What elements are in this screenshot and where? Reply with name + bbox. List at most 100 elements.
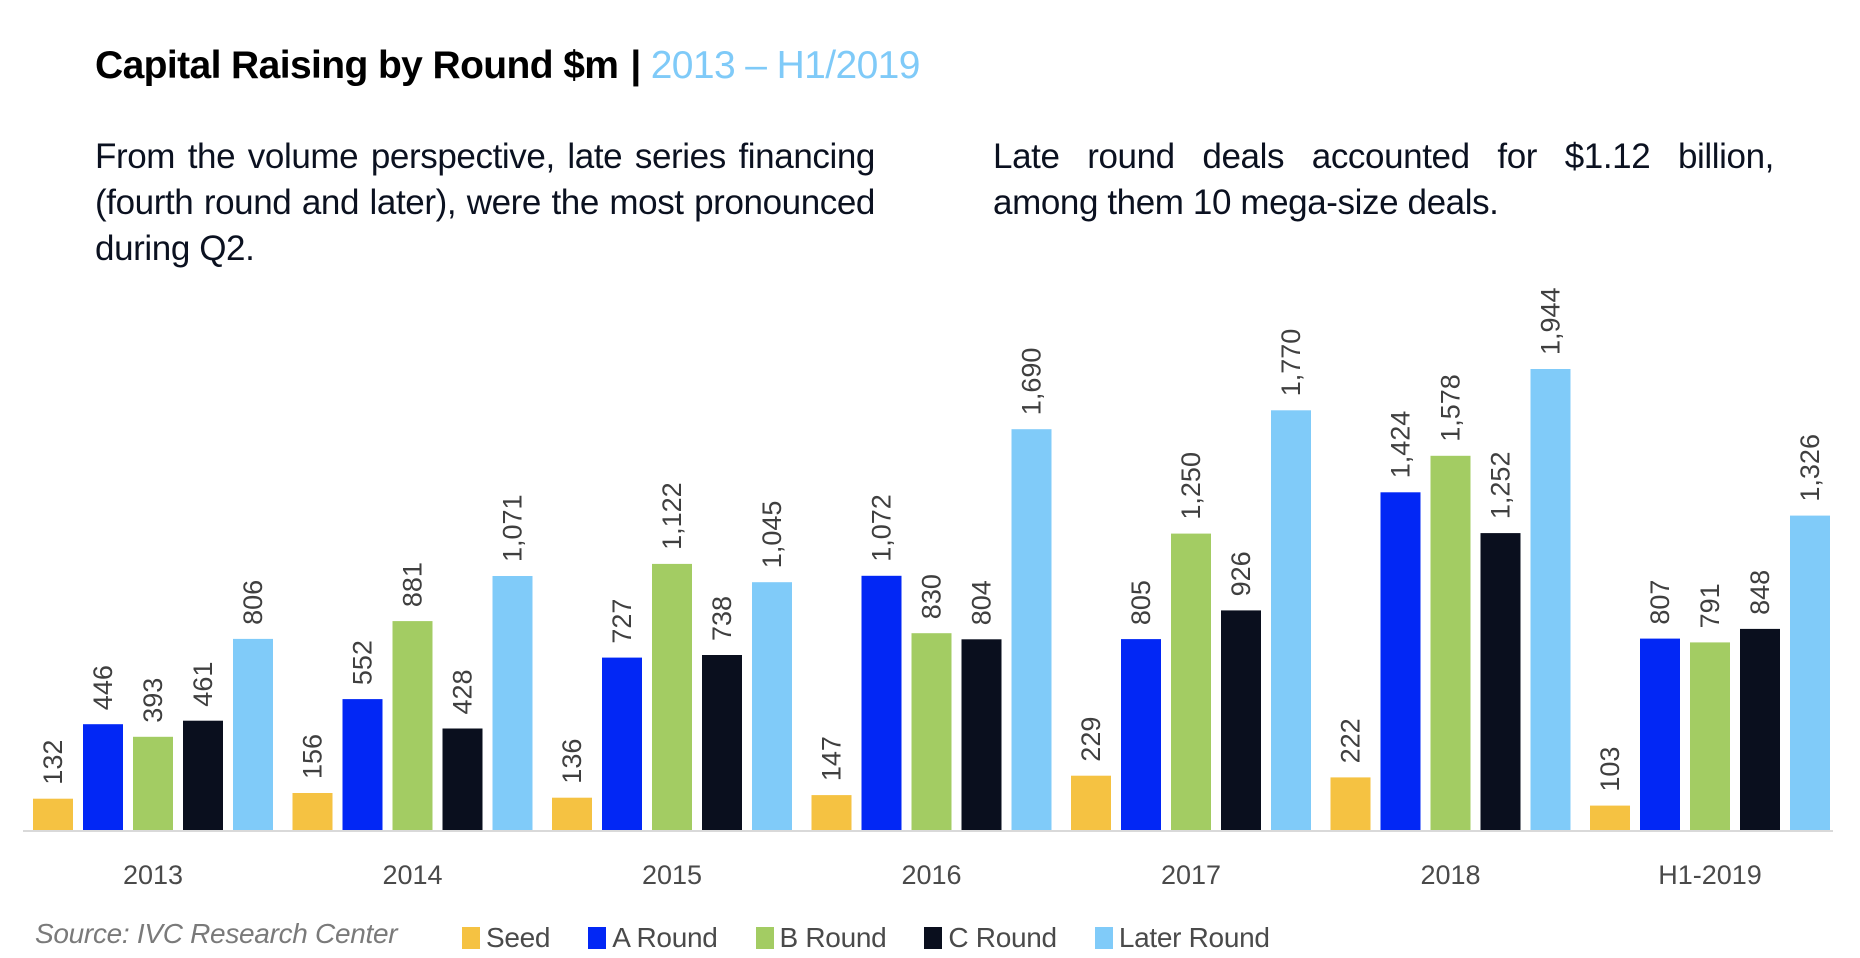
commentary-right: Late round deals accounted for $1.12 bil… — [993, 137, 1774, 222]
data-label-seed-2015: 136 — [557, 739, 587, 784]
legend-item-later-round: Later Round — [1094, 922, 1270, 954]
bar-c-round-2014 — [442, 728, 483, 830]
data-label-b-round-2015: 1,122 — [657, 482, 687, 550]
x-axis-labels: 2013 2014 2015 2016 2017 2018 H1-2019 — [123, 860, 1762, 890]
data-label-b-round-2016: 830 — [917, 574, 947, 619]
bar-b-round-2017 — [1171, 533, 1211, 830]
data-labels-layer: 132 446 393 461 806 156 552 881 428 1,071 136 727 1,… — [38, 287, 1825, 791]
x-axis-label-2014: 2014 — [382, 860, 442, 890]
x-axis-label-2017: 2017 — [1161, 860, 1221, 890]
bar-later-round-2015 — [752, 582, 792, 830]
bar-later-round-2014 — [492, 576, 533, 830]
data-label-c-round-h1-2019: 848 — [1745, 570, 1775, 615]
data-label-b-round-2014: 881 — [398, 562, 428, 607]
bar-c-round-2017 — [1221, 610, 1261, 830]
bar-b-round-2018 — [1430, 455, 1471, 830]
bar-seed-h1-2019 — [1590, 805, 1630, 830]
bar-c-round-2016 — [961, 639, 1002, 830]
data-label-later-round-h1-2019: 1,326 — [1795, 434, 1825, 502]
legend-label-later-round: Later Round — [1118, 922, 1270, 953]
bar-c-round-2015 — [702, 655, 742, 830]
data-label-later-round-2014: 1,071 — [498, 494, 528, 562]
data-label-seed-2014: 156 — [298, 734, 328, 779]
data-label-a-round-2016: 1,072 — [867, 494, 897, 562]
x-axis-label-2015: 2015 — [642, 860, 702, 890]
bar-seed-2018 — [1330, 777, 1371, 830]
data-label-seed-2016: 147 — [817, 736, 847, 781]
bar-b-round-2015 — [652, 563, 692, 830]
bar-b-round-h1-2019 — [1690, 642, 1730, 830]
bar-a-round-2017 — [1121, 639, 1161, 830]
data-label-c-round-2017: 926 — [1226, 551, 1256, 596]
chart-legend: Seed A Round B Round C Round Later Round — [462, 922, 1308, 954]
x-axis-label-2018: 2018 — [1420, 860, 1480, 890]
bar-later-round-2017 — [1271, 410, 1311, 830]
commentary-left: From the volume perspective, late series… — [95, 137, 875, 268]
bar-c-round-2018 — [1480, 533, 1521, 830]
legend-label-b-round: B Round — [779, 922, 887, 953]
data-label-b-round-h1-2019: 791 — [1695, 583, 1725, 628]
data-label-a-round-h1-2019: 807 — [1645, 580, 1675, 625]
data-label-b-round-2013: 393 — [138, 678, 168, 723]
data-label-seed-2017: 229 — [1076, 717, 1106, 762]
title-date-range: 2013 – H1/2019 — [650, 44, 921, 87]
data-label-seed-2013: 132 — [38, 740, 68, 785]
legend-item-a-round: A Round — [588, 922, 718, 954]
data-label-c-round-2015: 738 — [707, 596, 737, 641]
bars-layer — [33, 369, 1830, 830]
bar-b-round-2013 — [133, 736, 173, 830]
bar-seed-2017 — [1071, 775, 1111, 830]
bar-a-round-h1-2019 — [1640, 638, 1680, 830]
legend-label-a-round: A Round — [612, 922, 718, 953]
data-label-b-round-2018: 1,578 — [1436, 374, 1466, 442]
bar-b-round-2016 — [911, 633, 952, 830]
data-label-a-round-2014: 552 — [348, 640, 378, 685]
data-label-c-round-2016: 804 — [967, 580, 997, 625]
source-note: Source: IVC Research Center — [35, 918, 398, 949]
bar-b-round-2014 — [392, 621, 433, 830]
x-axis-label-h1-2019: H1-2019 — [1658, 860, 1762, 890]
bar-a-round-2014 — [342, 699, 383, 830]
bar-later-round-2018 — [1530, 369, 1571, 830]
data-label-c-round-2013: 461 — [188, 662, 218, 707]
x-axis-label-2013: 2013 — [123, 860, 183, 890]
bar-a-round-2015 — [602, 657, 642, 830]
title-main: Capital Raising by Round $m — [95, 44, 619, 87]
legend-swatch-b-round — [755, 927, 774, 949]
data-label-a-round-2013: 446 — [88, 665, 118, 710]
data-label-c-round-2014: 428 — [448, 669, 478, 714]
bar-seed-2015 — [552, 797, 592, 830]
bar-later-round-2013 — [233, 638, 273, 830]
bar-seed-2016 — [811, 795, 852, 830]
data-label-later-round-2018: 1,944 — [1536, 287, 1566, 355]
data-label-later-round-2013: 806 — [238, 580, 268, 625]
legend-swatch-later-round — [1094, 927, 1113, 949]
data-label-a-round-2017: 805 — [1126, 580, 1156, 625]
legend-item-seed: Seed — [462, 922, 551, 954]
bar-later-round-h1-2019 — [1790, 515, 1830, 830]
legend-swatch-c-round — [924, 927, 943, 949]
bar-seed-2014 — [292, 793, 333, 830]
data-label-seed-h1-2019: 103 — [1595, 747, 1625, 792]
data-label-a-round-2018: 1,424 — [1386, 411, 1416, 479]
data-label-b-round-2017: 1,250 — [1176, 452, 1206, 520]
legend-item-c-round: C Round — [924, 922, 1057, 954]
bar-seed-2013 — [33, 798, 73, 830]
legend-label-c-round: C Round — [948, 922, 1057, 953]
legend-item-b-round: B Round — [755, 922, 887, 954]
chart-title: Capital Raising by Round $m | 2013 – H1/20… — [95, 40, 920, 92]
bar-a-round-2018 — [1380, 492, 1421, 830]
bar-c-round-h1-2019 — [1740, 628, 1780, 830]
data-label-later-round-2015: 1,045 — [757, 501, 787, 569]
bar-later-round-2016 — [1011, 429, 1052, 830]
legend-swatch-a-round — [588, 927, 607, 949]
data-label-later-round-2016: 1,690 — [1017, 348, 1047, 416]
bar-a-round-2013 — [83, 724, 123, 830]
legend-swatch-seed — [462, 927, 480, 949]
data-label-a-round-2015: 727 — [607, 599, 637, 644]
data-label-seed-2018: 222 — [1336, 718, 1366, 763]
x-axis-label-2016: 2016 — [901, 860, 961, 890]
bar-c-round-2013 — [183, 720, 223, 830]
bar-a-round-2016 — [861, 575, 902, 830]
